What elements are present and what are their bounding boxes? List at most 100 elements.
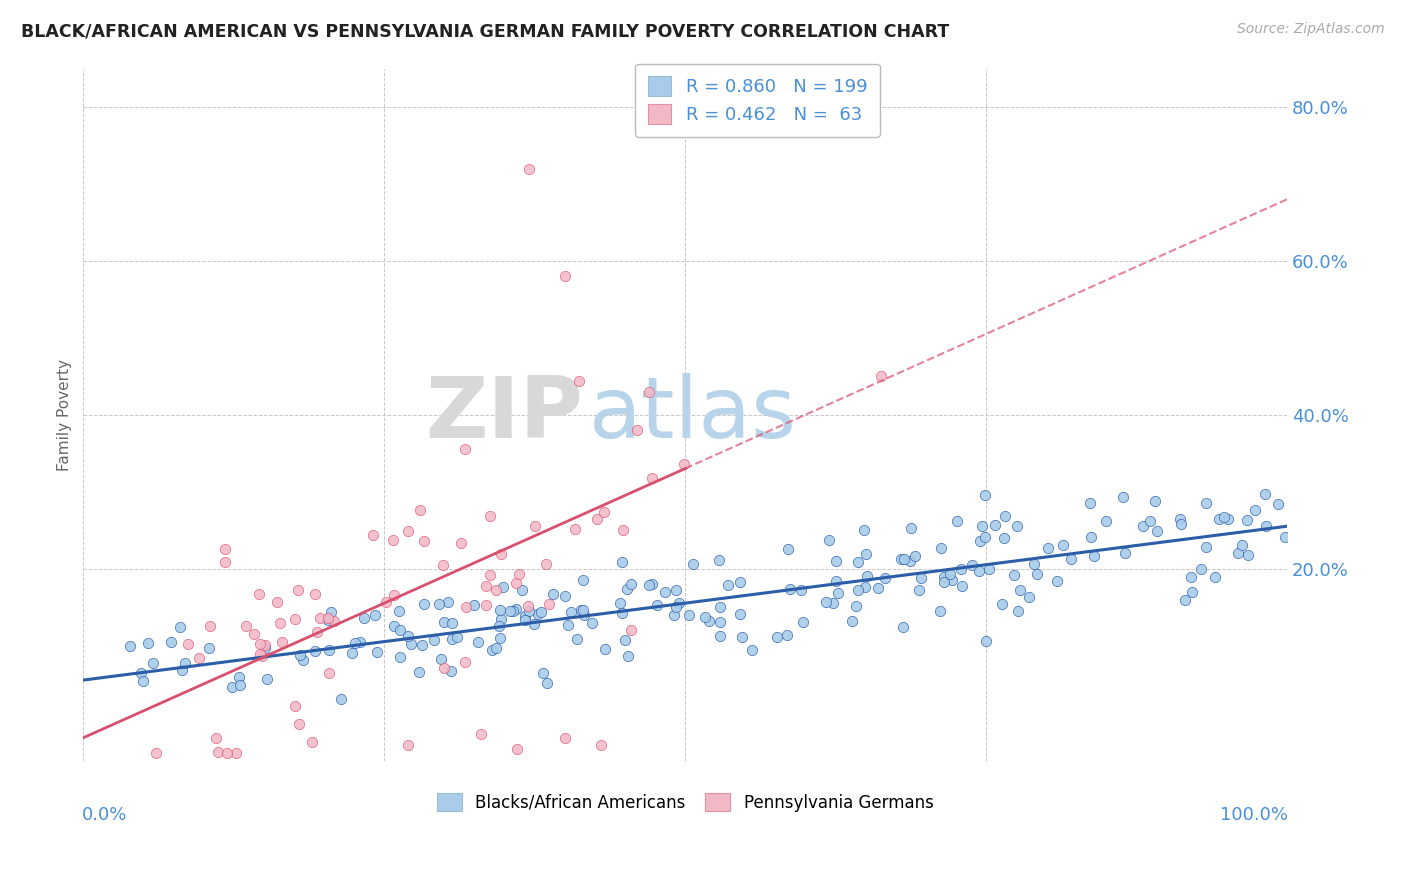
Point — [1010, 583, 1032, 598]
Point — [932, 570, 955, 584]
Point — [470, 727, 492, 741]
Point — [893, 552, 915, 566]
Point — [974, 488, 997, 502]
Point — [382, 619, 405, 633]
Point — [413, 597, 436, 611]
Point — [249, 648, 271, 662]
Point — [626, 423, 648, 437]
Point — [197, 640, 219, 655]
Point — [432, 558, 454, 573]
Point — [960, 558, 983, 572]
Point — [941, 573, 963, 587]
Point — [423, 633, 446, 648]
Point — [301, 734, 323, 748]
Point — [730, 607, 752, 621]
Point — [620, 624, 643, 638]
Point — [453, 442, 475, 456]
Point — [950, 562, 973, 576]
Point — [569, 603, 592, 617]
Point — [534, 558, 557, 572]
Point — [361, 528, 384, 542]
Point — [505, 742, 527, 756]
Point — [292, 653, 315, 667]
Point — [136, 636, 159, 650]
Point — [288, 648, 311, 663]
Point — [572, 602, 595, 616]
Point — [517, 161, 540, 176]
Point — [741, 642, 763, 657]
Point — [709, 615, 731, 630]
Point — [589, 739, 612, 753]
Point — [1236, 513, 1258, 527]
Point — [910, 570, 932, 584]
Point — [1267, 497, 1289, 511]
Point — [1018, 590, 1040, 604]
Point — [1114, 546, 1136, 560]
Point — [717, 578, 740, 592]
Text: atlas: atlas — [589, 373, 797, 456]
Point — [1046, 574, 1069, 588]
Point — [433, 661, 456, 675]
Point — [411, 638, 433, 652]
Point — [364, 607, 387, 622]
Point — [1007, 603, 1029, 617]
Legend: Blacks/African Americans, Pennsylvania Germans: Blacks/African Americans, Pennsylvania G… — [430, 787, 941, 818]
Point — [353, 611, 375, 625]
Point — [852, 523, 875, 537]
Point — [645, 599, 668, 613]
Point — [609, 595, 631, 609]
Point — [1002, 567, 1025, 582]
Point — [593, 505, 616, 519]
Point — [1038, 541, 1060, 555]
Point — [907, 583, 929, 598]
Point — [316, 613, 339, 627]
Point — [502, 604, 524, 618]
Point — [284, 612, 307, 626]
Point — [118, 639, 141, 653]
Point — [440, 665, 463, 679]
Point — [682, 557, 704, 571]
Point — [318, 643, 340, 657]
Text: ZIP: ZIP — [425, 373, 583, 456]
Point — [664, 607, 686, 622]
Point — [304, 587, 326, 601]
Point — [446, 630, 468, 644]
Point — [235, 619, 257, 633]
Point — [188, 651, 211, 665]
Point — [132, 674, 155, 689]
Point — [1274, 530, 1296, 544]
Point — [389, 623, 412, 637]
Point — [1226, 546, 1249, 560]
Point — [1083, 549, 1105, 564]
Point — [441, 632, 464, 646]
Point — [641, 577, 664, 591]
Point — [169, 620, 191, 634]
Point — [256, 672, 278, 686]
Point — [554, 269, 576, 284]
Point — [568, 374, 591, 388]
Point — [929, 541, 952, 555]
Point — [665, 599, 688, 614]
Point — [610, 606, 633, 620]
Point — [814, 595, 837, 609]
Point — [463, 598, 485, 612]
Point — [478, 509, 501, 524]
Text: 0.0%: 0.0% — [82, 805, 128, 824]
Point — [707, 553, 730, 567]
Point — [638, 577, 661, 591]
Point — [586, 512, 609, 526]
Point — [498, 604, 520, 618]
Point — [170, 663, 193, 677]
Point — [479, 567, 502, 582]
Point — [269, 615, 291, 630]
Point — [855, 548, 877, 562]
Point — [709, 600, 731, 615]
Point — [938, 566, 960, 581]
Point — [581, 616, 603, 631]
Point — [515, 608, 537, 623]
Point — [408, 665, 430, 680]
Point — [288, 717, 311, 731]
Point — [489, 548, 512, 562]
Point — [316, 611, 339, 625]
Point — [890, 552, 912, 566]
